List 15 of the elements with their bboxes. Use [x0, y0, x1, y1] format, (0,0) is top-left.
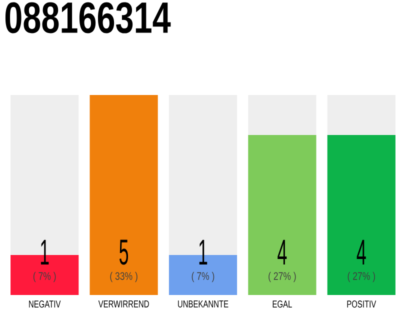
- annotation: ( 7% ): [192, 272, 214, 282]
- data-label: 4: [278, 240, 287, 265]
- data-label: 4: [356, 240, 366, 265]
- data-label: 1: [199, 240, 208, 265]
- data-label: 5: [120, 240, 128, 265]
- annotation: ( 7% ): [33, 272, 56, 282]
- x-tick-label: UNBEKANNTE: [178, 300, 228, 308]
- x-tick-label: VERWIRREND: [98, 300, 149, 308]
- x-tick-label: EGAL: [272, 300, 292, 308]
- annotation: ( 27% ): [348, 272, 375, 282]
- chart-title: 088166314: [5, 2, 171, 34]
- x-tick-label: POSITIV: [347, 300, 376, 308]
- annotation: ( 33% ): [110, 272, 138, 282]
- annotation: ( 27% ): [268, 272, 296, 282]
- x-tick-label: NEGATIV: [29, 300, 61, 308]
